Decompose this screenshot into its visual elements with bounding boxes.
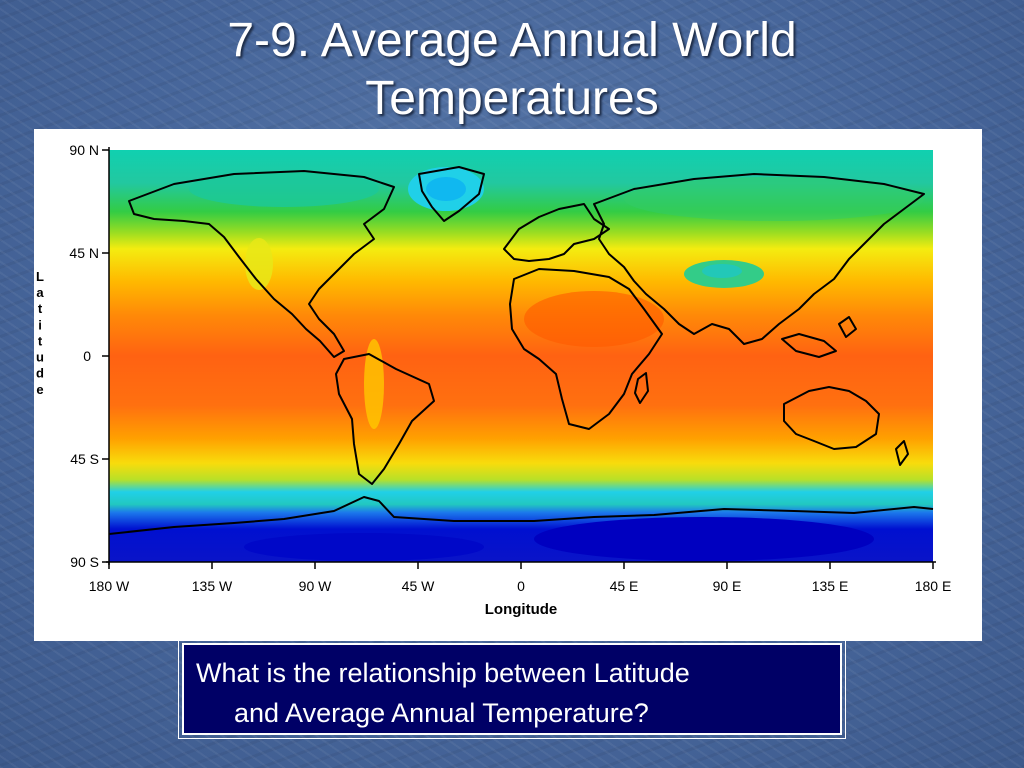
southeast-asia-islands-outline (781, 316, 857, 358)
continent-outlines (108, 166, 934, 535)
sahara-hot (524, 291, 664, 347)
y-axis-label-letter: L (36, 269, 44, 284)
y-tick-label: 90 N (69, 142, 99, 158)
x-tick-label: 0 (517, 578, 525, 594)
x-tick-label: 180 E (915, 578, 952, 594)
question-box: What is the relationship between Latitud… (178, 639, 846, 739)
africa-outline (509, 268, 663, 430)
south-america-outline (335, 353, 435, 485)
question-line-2: and Average Annual Temperature? (234, 698, 649, 728)
x-tick-label: 90 W (299, 578, 332, 594)
y-axis-label-letter: t (38, 301, 43, 316)
antarctica-deep-cold (534, 517, 874, 561)
australia-outline (783, 386, 880, 450)
question-text: What is the relationship between Latitud… (182, 643, 842, 735)
slide-title: 7-9. Average Annual World Temperatures (0, 12, 1024, 128)
x-tick-label: 135 E (812, 578, 849, 594)
x-axis-label: Longitude (485, 601, 557, 618)
title-line-1: 7-9. Average Annual World (227, 14, 797, 67)
y-axis-label-letter: u (36, 350, 44, 365)
x-tick-label: 90 E (713, 578, 742, 594)
x-tick-label: 180 W (89, 578, 130, 594)
y-tick-label: 90 S (70, 554, 99, 570)
north-america-outline (128, 170, 395, 358)
x-tick-label: 135 W (192, 578, 233, 594)
antarctica-west-cold (244, 533, 484, 561)
y-axis-label-letter: e (36, 382, 43, 397)
greenland-outline (418, 166, 485, 222)
north-canada-cool (189, 171, 379, 207)
y-axis-label-letter: i (38, 317, 42, 332)
rockies-cool (245, 238, 273, 290)
x-axis: 180 W 135 W 90 W 45 W 0 45 E 90 E 135 E … (89, 561, 952, 618)
new-zealand-outline (895, 440, 909, 466)
question-line-1: What is the relationship between Latitud… (196, 658, 690, 688)
tibet-core (702, 264, 742, 278)
antarctica-outline (108, 496, 934, 535)
x-tick-label: 45 E (610, 578, 639, 594)
greenland-core (426, 177, 466, 201)
y-tick-label: 45 N (69, 245, 99, 261)
andes-cool (364, 339, 384, 429)
y-axis-label-letter: t (38, 333, 43, 348)
x-tick-label: 45 W (402, 578, 435, 594)
regional-anomalies (189, 167, 924, 561)
asia-outline (593, 173, 925, 345)
title-line-2: Temperatures (365, 72, 659, 125)
y-axis-label-letter: d (36, 366, 44, 381)
madagascar-outline (634, 372, 649, 404)
y-tick-label: 0 (83, 348, 91, 364)
y-axis-label-letter: a (36, 285, 44, 300)
siberia-cool (624, 177, 924, 221)
temperature-map: 90 N 45 N 0 45 S 90 S Latitude 180 W 135… (36, 142, 952, 618)
y-tick-label: 45 S (70, 451, 99, 467)
